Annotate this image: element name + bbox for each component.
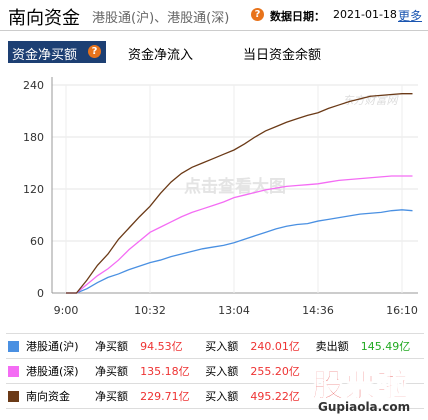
brand-logo: 股票啦 [311,366,409,405]
links[interactable]: 港股通(沪)、港股通(深) [92,11,230,26]
x-tick-label: 16:10 [386,304,418,317]
more-link[interactable]: 更多 [398,9,423,23]
name: 南向资金 [24,383,93,409]
help-icon[interactable]: ? [88,45,101,58]
date: 2021-01-18 [333,8,397,21]
value: 145.49亿 [358,333,424,359]
x-tick-label: 10:32 [134,304,166,317]
y-tick-label: 180 [23,131,44,144]
row: 港股通(沪) 净买额 94.53亿 买入额 240.01亿 卖出额 145.49亿 [6,333,424,359]
value: 495.22亿 [248,383,314,409]
watermark: 点击查看大图 [184,176,286,197]
tab[interactable]: 资金净流入 [128,48,194,63]
series-line [66,209,413,294]
y-tick-label: 60 [30,235,44,248]
x-tick-label: 14:36 [302,304,334,317]
help-icon[interactable]: ? [251,8,264,21]
series-line [66,175,413,294]
value: 135.18亿 [138,358,204,384]
value: 255.20亿 [248,358,314,384]
x-tick-label: 9:00 [54,304,79,317]
label: 买入额 [203,383,249,409]
value: 229.71亿 [138,383,204,409]
swatch [8,391,19,402]
chart: 点击查看大图 东方财富网 0 60 120 180 240 9:00 10:32 13:04 14:… [23,77,418,317]
value: 240.01亿 [248,333,314,359]
label: 净买额 [92,358,139,384]
name: 港股通(沪) [24,333,93,359]
brand-site: Gupiaola.com [318,400,411,414]
tab-label: 资金净买额 [12,48,78,63]
active-tab[interactable]: 资金净买额 ? [8,41,106,63]
row: 南向资金 净买额 229.71亿 买入额 495.22亿 [6,383,424,409]
header: 南向资金 港股通(沪)、港股通(深) ? 数据日期： 2021-01-18 更多 [0,0,428,31]
y-tick-label: 120 [23,183,44,196]
swatch [8,366,19,377]
x-tick-label: 13:04 [218,304,250,317]
label: 买入额 [203,333,249,359]
label: 卖出额 [313,333,359,359]
legend-table: 港股通(沪) 净买额 94.53亿 买入额 240.01亿 卖出额 145.49亿 港股通(… [6,333,424,409]
logo: 东方财富网 [343,94,400,107]
y-tick-label: 0 [37,287,44,300]
name: 港股通(深) [24,358,93,384]
date-label: 数据日期： [270,10,325,23]
label: 净买额 [92,383,139,409]
label: 买入额 [203,358,249,384]
y-tick-label: 240 [23,79,44,92]
series-line [66,93,413,294]
tab[interactable]: 当日资金余额 [243,48,322,63]
swatch [8,341,19,352]
title: 南向资金 [8,8,80,29]
value: 94.53亿 [138,333,204,359]
label: 净买额 [92,333,139,359]
